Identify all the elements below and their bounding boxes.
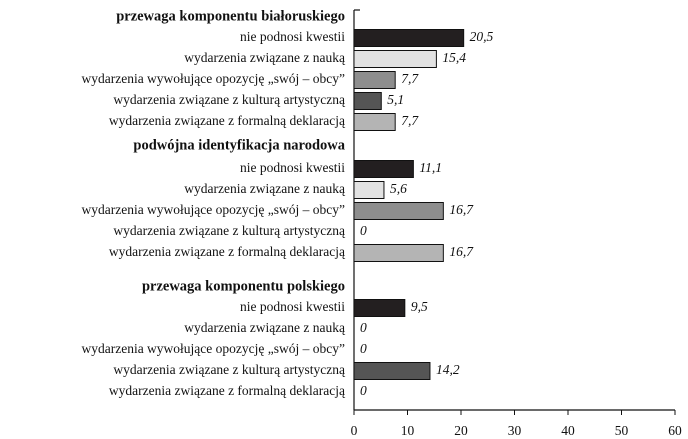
category-label: nie podnosi kwestii	[240, 299, 345, 314]
value-label: 7,7	[401, 71, 419, 86]
category-label: wydarzenia związane z nauką	[184, 181, 346, 196]
category-label: wydarzenia wywołujące opozycję „swój – o…	[81, 202, 345, 217]
value-label: 14,2	[436, 362, 460, 377]
value-label: 0	[360, 320, 367, 335]
category-label: wydarzenia związane z kulturą artystyczn…	[113, 362, 346, 377]
bar	[353, 160, 414, 178]
group-label: podwójna identyfikacja narodowa	[133, 137, 345, 153]
bar	[353, 113, 396, 131]
value-label: 11,1	[419, 160, 442, 175]
value-label: 7,7	[401, 113, 419, 128]
value-label: 16,7	[449, 244, 474, 259]
x-tick-label: 40	[561, 423, 575, 438]
value-label: 5,6	[390, 181, 407, 196]
bar	[353, 299, 406, 317]
category-label: wydarzenia związane z kulturą artystyczn…	[113, 92, 346, 107]
category-label: wydarzenia związane z formalną deklaracj…	[109, 383, 346, 398]
value-label: 9,5	[411, 299, 428, 314]
x-tick-label: 0	[351, 423, 358, 438]
bar	[353, 50, 437, 68]
x-tick-label: 50	[615, 423, 629, 438]
bar	[353, 181, 385, 199]
group-label: przewaga komponentu białoruskiego	[116, 8, 345, 24]
category-label: wydarzenia związane z formalną deklaracj…	[109, 244, 346, 259]
value-label: 16,7	[449, 202, 474, 217]
bar	[353, 362, 431, 380]
x-tick-label: 30	[508, 423, 522, 438]
category-label: nie podnosi kwestii	[240, 29, 345, 44]
value-label: 0	[360, 383, 367, 398]
category-label: wydarzenia związane z kulturą artystyczn…	[113, 223, 346, 238]
category-label: nie podnosi kwestii	[240, 160, 345, 175]
x-tick-label: 20	[454, 423, 468, 438]
value-label: 0	[360, 341, 367, 356]
bar	[353, 29, 465, 47]
x-tick-label: 10	[401, 423, 415, 438]
value-label: 15,4	[442, 50, 466, 65]
bar	[353, 71, 396, 89]
category-label: wydarzenia wywołujące opozycję „swój – o…	[81, 341, 345, 356]
x-tick-label: 60	[668, 423, 682, 438]
category-label: wydarzenia związane z nauką	[184, 320, 346, 335]
bar	[353, 92, 382, 110]
value-label: 5,1	[387, 92, 404, 107]
bar	[353, 202, 444, 220]
value-label: 0	[360, 223, 367, 238]
category-label: wydarzenia związane z formalną deklaracj…	[109, 113, 346, 128]
category-label: wydarzenia związane z nauką	[184, 50, 346, 65]
group-label: przewaga komponentu polskiego	[142, 278, 345, 294]
value-label: 20,5	[470, 29, 494, 44]
category-label: wydarzenia wywołujące opozycję „swój – o…	[81, 71, 345, 86]
bar	[353, 244, 444, 262]
